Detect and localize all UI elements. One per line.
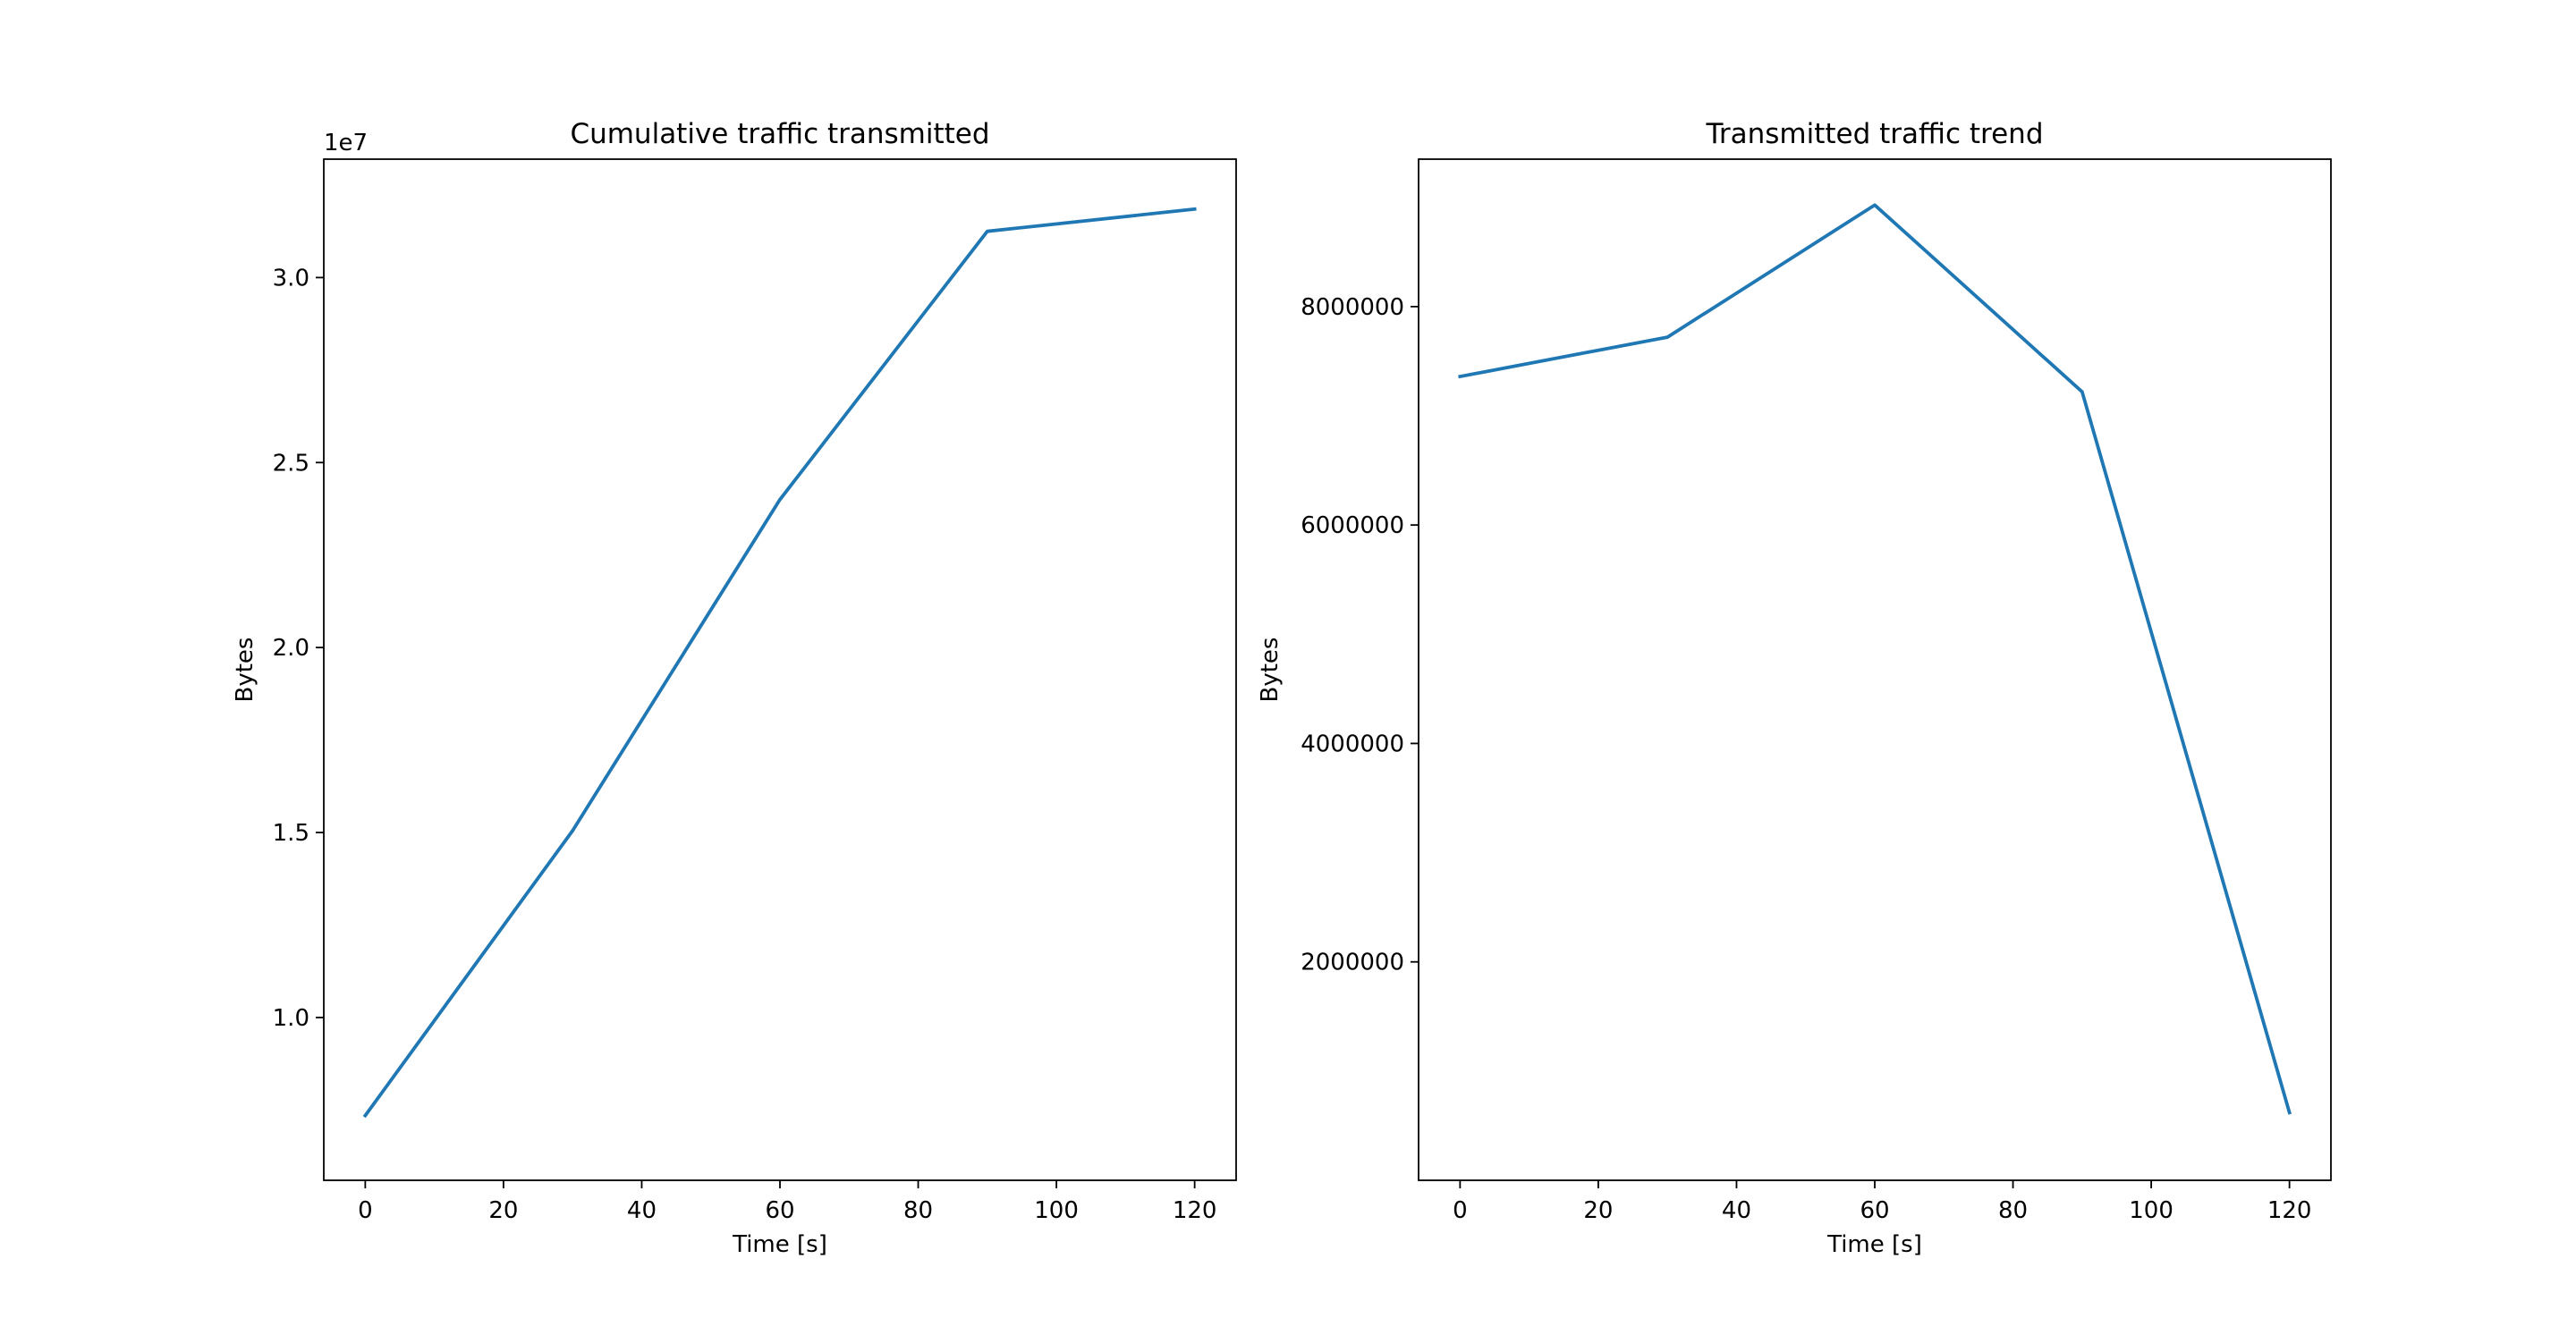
x-tick-label: 80 [903,1197,933,1224]
axes-frame [323,158,1237,1181]
chart-title: Cumulative traffic transmitted [570,118,989,150]
x-tick-label: 60 [1860,1197,1889,1224]
y-tick-label: 1.5 [273,820,309,847]
y-tick-label: 3.0 [273,265,309,291]
chart-trend: Transmitted traffic trend 0 20 40 60 80 100 12… [1257,118,2332,1258]
y-offset-label: 1e7 [324,130,368,156]
x-tick-label: 120 [2267,1197,2312,1224]
series-line [1458,203,2292,1115]
x-tick-label: 100 [2129,1197,2174,1224]
x-tick-label: 100 [1034,1197,1079,1224]
y-axis-label: Bytes [1257,638,1284,703]
x-tick-label: 120 [1173,1197,1217,1224]
chart-title: Transmitted traffic trend [1705,118,2043,150]
y-axis-label: Bytes [232,638,258,703]
x-tick-label: 40 [627,1197,657,1224]
x-axis-label: Time [s] [732,1231,827,1258]
y-tick-label: 6000000 [1301,512,1404,539]
y-tick-label: 2.0 [273,635,309,662]
axes-frame [1418,158,2332,1181]
ticks-group: 0 20 40 60 80 100 120 1.0 1.5 2.0 2.5 3.0 [273,265,1217,1224]
x-tick-label: 20 [1583,1197,1613,1224]
y-tick-label: 1.0 [273,1005,309,1032]
y-tick-label: 2.5 [273,450,309,477]
y-tick-label: 8000000 [1301,294,1404,321]
x-tick-label: 60 [765,1197,794,1224]
x-tick-label: 40 [1722,1197,1751,1224]
x-axis-label: Time [s] [1826,1231,1922,1258]
x-tick-label: 20 [488,1197,518,1224]
ticks-group: 0 20 40 60 80 100 120 2000000 4000000 6000000 8000… [1301,294,2311,1224]
x-tick-label: 0 [358,1197,373,1224]
x-tick-label: 0 [1453,1197,1468,1224]
series-line [362,207,1197,1119]
chart-cumulative: Cumulative traffic transmitted 1e7 0 20 40… [232,118,1237,1258]
x-tick-label: 80 [1998,1197,2028,1224]
y-tick-label: 2000000 [1301,950,1404,976]
y-tick-label: 4000000 [1301,731,1404,757]
